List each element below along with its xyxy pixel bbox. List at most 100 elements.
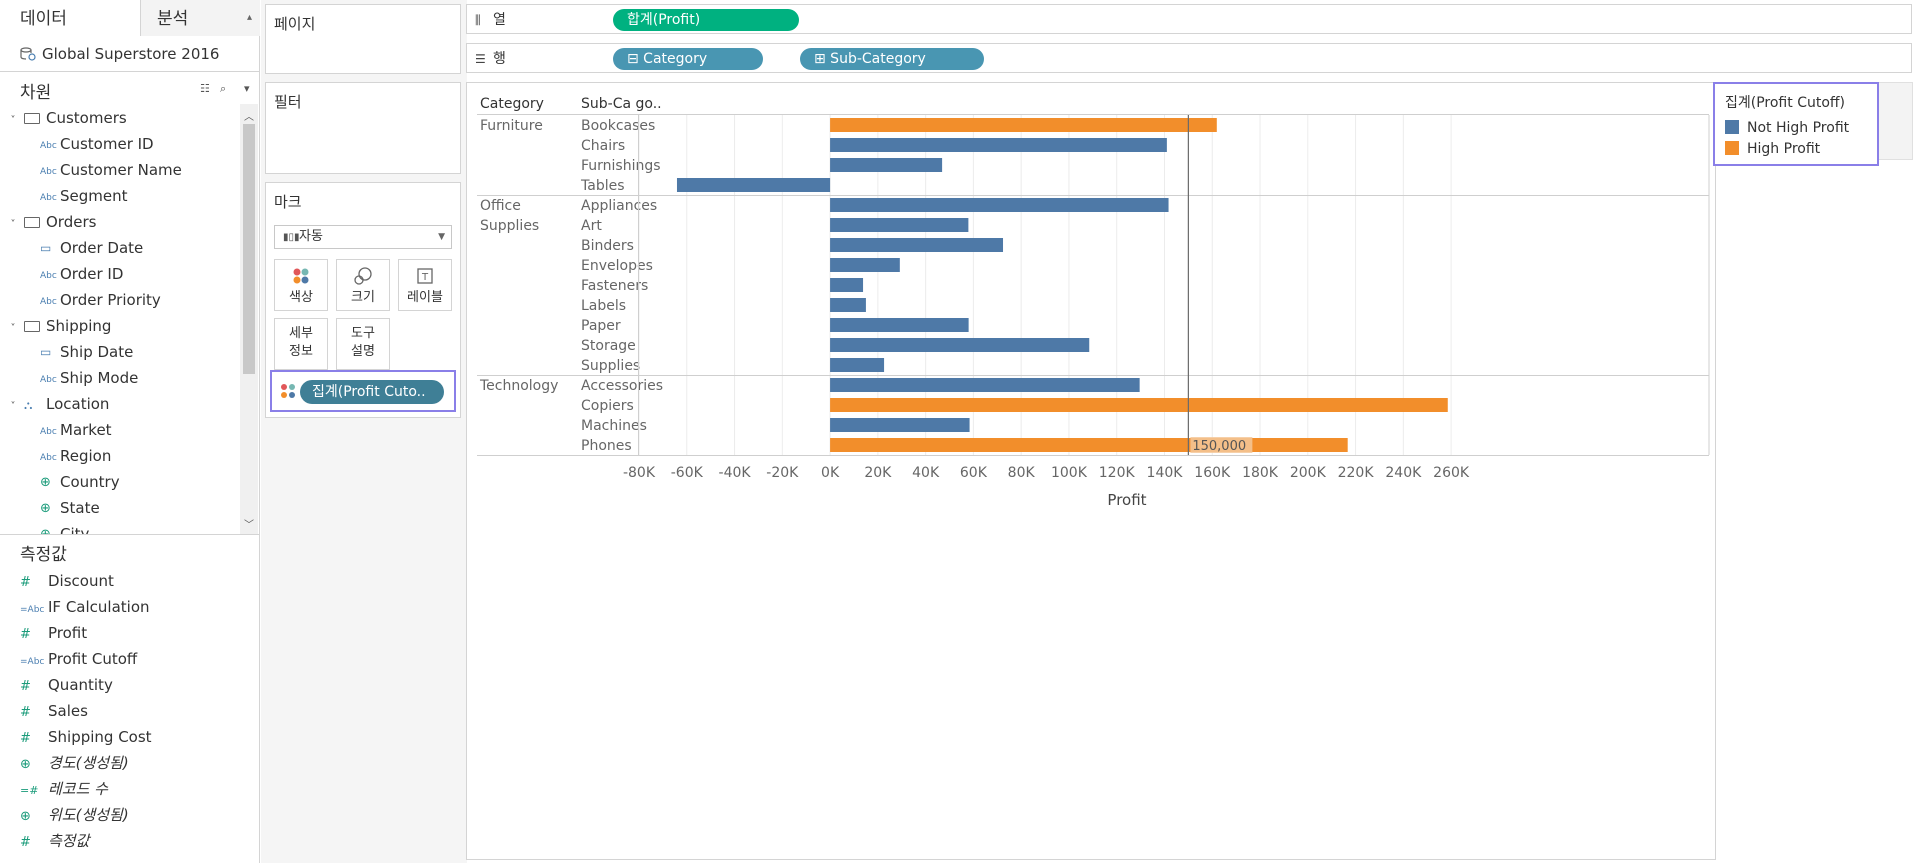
tooltip-label-line: 설명	[351, 344, 375, 359]
legend-item-not-high-profit[interactable]: Not High Profit	[1725, 118, 1849, 138]
view-as-list-icon[interactable]: ☷	[200, 82, 210, 95]
measure-field[interactable]: =Abc IF Calculation	[20, 594, 150, 620]
bar-chairs[interactable]	[830, 138, 1167, 152]
dimension-field[interactable]: Abc Customer Name	[40, 158, 182, 182]
folder-label: Customers	[46, 109, 127, 127]
field-label: State	[60, 499, 100, 517]
bar-labels[interactable]	[830, 298, 866, 312]
dimension-field[interactable]: ⊕City	[40, 522, 89, 534]
bar-furnishings[interactable]	[830, 158, 943, 172]
dimension-field[interactable]: ▭ Ship Date	[40, 340, 133, 364]
folder-shipping[interactable]: ˅ Shipping	[0, 314, 112, 338]
bar-accessories[interactable]	[830, 378, 1140, 392]
measure-field[interactable]: # Shipping Cost	[20, 724, 152, 750]
chevron-down-icon[interactable]: ˅	[10, 219, 16, 230]
bar-art[interactable]	[830, 218, 969, 232]
row-header-sub-category: Sub-Ca go..	[581, 96, 662, 112]
bar-storage[interactable]	[830, 338, 1090, 352]
bar-paper[interactable]	[830, 318, 969, 332]
measure-field[interactable]: =Abc Profit Cutoff	[20, 646, 137, 672]
bar-copiers[interactable]	[830, 398, 1448, 412]
rows-shelf-label: ☰ 행	[475, 44, 506, 74]
measure-field[interactable]: # Quantity	[20, 672, 113, 698]
sub-category-label: Storage	[581, 338, 636, 354]
label-mark-button[interactable]: T 레이블	[398, 259, 452, 311]
columns-shelf-label: ⫼ 열	[475, 5, 506, 35]
pages-card[interactable]: 페이지	[265, 4, 461, 74]
bar-envelopes[interactable]	[830, 258, 900, 272]
tab-caret-icon[interactable]: ▴	[246, 12, 252, 23]
field-label: Order ID	[60, 265, 124, 283]
columns-pill-profit[interactable]: 합계(Profit)	[613, 9, 799, 31]
columns-shelf[interactable]: ⫼ 열 합계(Profit)	[466, 4, 1912, 34]
dimension-field[interactable]: Abc Market	[40, 418, 112, 442]
rows-shelf[interactable]: ☰ 행 ⊟ Category ⊞ Sub-Category	[466, 43, 1912, 73]
bar-bookcases[interactable]	[830, 118, 1217, 132]
dimension-field[interactable]: Abc Segment	[40, 184, 128, 208]
measure-field[interactable]: ⊕ 위도(생성됨)	[20, 802, 129, 828]
chevron-down-icon[interactable]: ˅	[10, 323, 16, 334]
bar-machines[interactable]	[830, 418, 970, 432]
filters-card[interactable]: 필터	[265, 82, 461, 174]
measure-label: Quantity	[48, 676, 113, 694]
worksheet-view: Category Sub-Ca go.. Furniture Bookcases Cha…	[466, 82, 1716, 860]
sub-category-label: Chairs	[581, 138, 625, 154]
measure-field[interactable]: =# 레코드 수	[20, 776, 108, 802]
x-tick-label: 0K	[821, 465, 840, 481]
dimension-field[interactable]: ▭ Order Date	[40, 236, 143, 260]
size-mark-button[interactable]: 크기	[336, 259, 390, 311]
string-type-icon: Abc	[40, 297, 57, 307]
dimension-field[interactable]: Abc Order ID	[40, 262, 123, 286]
tooltip-label: 도구 설명	[337, 325, 389, 361]
dimension-scrollbar[interactable]: ︿ ﹀	[240, 104, 258, 534]
scroll-down-icon[interactable]: ﹀	[244, 520, 254, 531]
menu-caret-icon[interactable]: ▾	[244, 82, 250, 95]
scroll-up-icon[interactable]: ︿	[244, 112, 254, 123]
bar-binders[interactable]	[830, 238, 1004, 252]
datasource-name: Global Superstore 2016	[42, 45, 220, 63]
rows-pill-category[interactable]: ⊟ Category	[613, 48, 763, 70]
bar-tables[interactable]	[676, 178, 831, 192]
mark-type-dropdown[interactable]: ▮▯▮자동 ▼	[274, 225, 452, 249]
measure-field[interactable]: # Profit	[20, 620, 87, 646]
detail-mark-button[interactable]: 세부 정보	[274, 318, 328, 370]
measure-field[interactable]: ⊕ 경도(생성됨)	[20, 750, 129, 776]
tab-data[interactable]: 데이터	[0, 0, 141, 36]
chevron-down-icon[interactable]: ˅	[10, 401, 16, 412]
legend-item-high-profit[interactable]: High Profit	[1725, 139, 1820, 159]
bar-appliances[interactable]	[830, 198, 1169, 212]
folder-location[interactable]: ˅ ⛬ Location	[0, 392, 110, 416]
bar-fasteners[interactable]	[830, 278, 864, 292]
dimension-field[interactable]: Abc Ship Mode	[40, 366, 138, 390]
datasource-item[interactable]: Global Superstore 2016	[0, 36, 260, 72]
dimension-field[interactable]: ⊕ State	[40, 496, 100, 520]
rows-icon: ☰	[475, 52, 486, 66]
bar-phones[interactable]	[830, 438, 1348, 452]
measure-field[interactable]: # Sales	[20, 698, 88, 724]
tab-analysis[interactable]: 분석 ▴	[141, 0, 260, 36]
x-tick-label: 120K	[1099, 465, 1136, 481]
measure-field[interactable]: # 측정값	[20, 828, 89, 854]
chevron-down-icon[interactable]: ˅	[10, 115, 16, 126]
folder-orders[interactable]: ˅ Orders	[0, 210, 97, 234]
globe-icon: ⊕	[40, 475, 51, 490]
bar-supplies[interactable]	[830, 358, 885, 372]
color-icon	[275, 266, 327, 290]
color-mark-button[interactable]: 색상	[274, 259, 328, 311]
chevron-down-icon: ▼	[438, 232, 445, 242]
dimension-field[interactable]: Abc Customer ID	[40, 132, 154, 156]
globe-icon: ⊕	[20, 757, 31, 772]
measure-field[interactable]: # Discount	[20, 568, 114, 594]
profit-cutoff-color-pill[interactable]: 집계(Profit Cuto..	[300, 380, 444, 404]
dimension-field[interactable]: Abc Region	[40, 444, 111, 468]
search-icon[interactable]: ⌕	[220, 82, 227, 95]
folder-customers[interactable]: ˅ Customers	[0, 106, 127, 130]
dimension-field[interactable]: ⊕ Country	[40, 470, 120, 494]
scrollbar-thumb[interactable]	[243, 124, 255, 374]
dimension-field[interactable]: Abc Order Priority	[40, 288, 161, 312]
sub-category-label: Envelopes	[581, 258, 653, 274]
measure-label: Profit	[48, 624, 88, 642]
number-type-icon: #	[20, 679, 31, 694]
rows-pill-sub-category[interactable]: ⊞ Sub-Category	[800, 48, 984, 70]
tooltip-mark-button[interactable]: 도구 설명	[336, 318, 390, 370]
